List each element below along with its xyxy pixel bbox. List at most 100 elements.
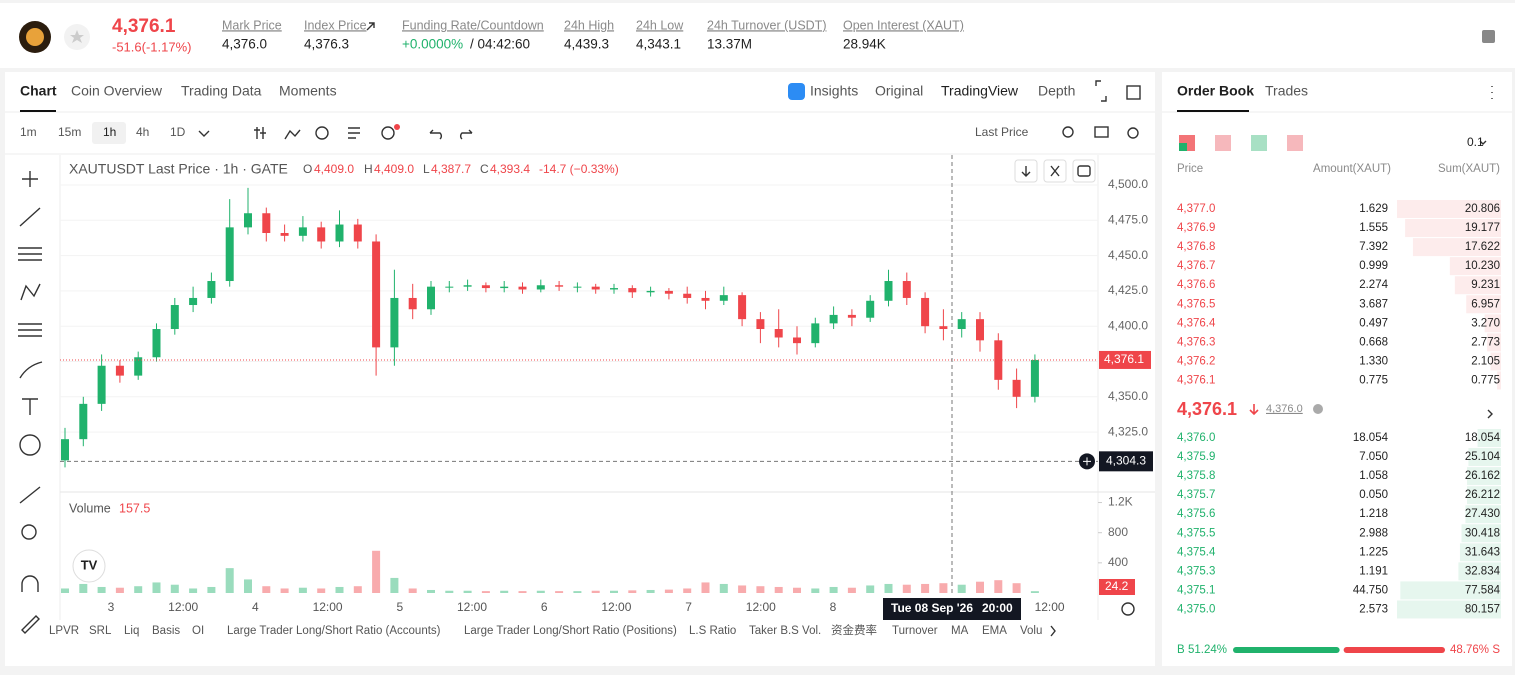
- indicator-tab[interactable]: Liq: [124, 625, 139, 637]
- book-sum: 20.806: [1465, 203, 1500, 215]
- volume-tick-label: 400: [1108, 555, 1128, 569]
- layout-icon[interactable]: [1482, 30, 1495, 43]
- view-tab[interactable]: Depth: [1038, 83, 1075, 99]
- indicator-tab[interactable]: 资金费率: [831, 623, 877, 637]
- mode-ratio[interactable]: [1287, 135, 1303, 151]
- text-tool[interactable]: [22, 398, 38, 415]
- tab[interactable]: Coin Overview: [71, 83, 163, 99]
- settings-icon[interactable]: [1127, 127, 1139, 139]
- interval[interactable]: 1h: [103, 125, 116, 139]
- tab[interactable]: Chart: [20, 83, 57, 99]
- last-volume-tag: [1099, 579, 1135, 595]
- volume-bar: [97, 586, 106, 593]
- lock-tool[interactable]: [21, 615, 40, 634]
- indicator-tab[interactable]: Basis: [152, 625, 180, 637]
- book-price: 4,376.7: [1177, 260, 1215, 272]
- tab[interactable]: Moments: [279, 83, 337, 99]
- book-price: 4,376.8: [1177, 241, 1215, 253]
- candle-body: [427, 286, 435, 310]
- fullscreen-icon[interactable]: [1095, 80, 1107, 102]
- candle-body: [939, 326, 948, 330]
- zoom-tool[interactable]: [21, 524, 37, 540]
- x-tick-label: 12:00: [313, 600, 343, 614]
- indicator-tab[interactable]: L.S Ratio: [689, 625, 736, 637]
- redo-icon[interactable]: [460, 129, 473, 140]
- volume-bar: [738, 585, 747, 593]
- ohlc-l: 4,387.7: [431, 162, 471, 176]
- indicator-tab[interactable]: EMA: [982, 625, 1007, 637]
- replay-icon[interactable]: [315, 126, 329, 140]
- camera-icon[interactable]: [1094, 126, 1109, 138]
- interval[interactable]: 1m: [20, 125, 37, 139]
- book-amount: 0.999: [1359, 260, 1388, 272]
- ohlc-o: 4,409.0: [314, 162, 354, 176]
- fib-tool[interactable]: [18, 247, 42, 261]
- mark-info: [1313, 404, 1323, 414]
- add-icon[interactable]: [381, 126, 395, 140]
- candle-body: [189, 297, 198, 306]
- candle-type-icon[interactable]: [254, 127, 266, 139]
- indicator-icon[interactable]: [284, 129, 301, 140]
- tab[interactable]: Trading Data: [181, 83, 262, 99]
- chart-settings[interactable]: [1121, 602, 1135, 616]
- measure-tool[interactable]: [19, 486, 41, 504]
- stat-value: 13.37M: [707, 37, 752, 52]
- mode-asks[interactable]: [1215, 135, 1231, 151]
- window-icon[interactable]: [1126, 85, 1141, 100]
- candle-body: [79, 403, 88, 440]
- book-price: 4,375.5: [1177, 527, 1215, 539]
- brush-tool[interactable]: [19, 361, 43, 379]
- view-tab[interactable]: TradingView: [941, 83, 1019, 99]
- projection-tool[interactable]: [18, 323, 42, 337]
- candle-body: [683, 293, 692, 298]
- view-tab[interactable]: Insights: [810, 83, 858, 99]
- ohlc-o_label: O: [303, 162, 312, 176]
- book-tab[interactable]: Order Book: [1177, 83, 1254, 99]
- sell-ratio-bar: [1343, 647, 1445, 653]
- view-tab[interactable]: Original: [875, 83, 923, 99]
- dropdown-icon[interactable]: [198, 130, 210, 137]
- book-sum: 31.643: [1465, 546, 1500, 558]
- book-amount: 1.225: [1359, 546, 1388, 558]
- candle-body: [518, 286, 527, 290]
- reset-button[interactable]: [1072, 159, 1096, 183]
- indicator-tab[interactable]: SRL: [89, 625, 112, 637]
- indicator-tab[interactable]: OI: [192, 625, 204, 637]
- candle-body: [866, 300, 875, 318]
- pattern-tool[interactable]: [20, 283, 41, 301]
- candle-body: [774, 329, 783, 338]
- indicator-tab[interactable]: MA: [951, 625, 969, 637]
- buy-label: B: [1177, 644, 1185, 656]
- price-source[interactable]: Last Price: [975, 125, 1029, 139]
- indicator-tab[interactable]: Volu: [1020, 625, 1042, 637]
- interval[interactable]: 1D: [170, 125, 186, 139]
- interval[interactable]: 4h: [136, 125, 149, 139]
- precision[interactable]: 0.1: [1467, 135, 1484, 149]
- magnet-tool[interactable]: [21, 575, 39, 592]
- candle-body: [793, 337, 801, 344]
- book-sum: 18.054: [1465, 432, 1501, 444]
- indicator-tab[interactable]: Large Trader Long/Short Ratio (Accounts): [227, 625, 441, 637]
- crosshair-tool[interactable]: [22, 171, 38, 187]
- book-sum: 9.231: [1471, 279, 1500, 291]
- template-icon[interactable]: [348, 127, 360, 139]
- volume-tick-label: 1.2K: [1108, 495, 1133, 509]
- book-tab[interactable]: Trades: [1265, 83, 1308, 99]
- book-arrows[interactable]: [1479, 140, 1493, 419]
- undo-icon[interactable]: [429, 129, 442, 140]
- volume-bar: [793, 587, 801, 593]
- stat-value: 4,376.3: [304, 37, 349, 52]
- emoji-tool[interactable]: [19, 434, 41, 456]
- indicator-tab[interactable]: Taker B.S Vol.: [749, 625, 821, 637]
- indicator-tab[interactable]: Turnover: [892, 625, 938, 637]
- search-icon[interactable]: [1062, 126, 1074, 138]
- indicator-tab[interactable]: LPVR: [49, 625, 79, 637]
- depth-bar: [1465, 505, 1501, 524]
- interval[interactable]: 15m: [58, 125, 81, 139]
- trendline-tool[interactable]: [19, 207, 41, 227]
- indicator-tab[interactable]: Large Trader Long/Short Ratio (Positions…: [464, 625, 677, 637]
- volume-bar: [957, 584, 966, 593]
- volume-bar: [774, 586, 783, 593]
- depth-bar: [1449, 257, 1501, 276]
- mode-bids[interactable]: [1251, 135, 1267, 151]
